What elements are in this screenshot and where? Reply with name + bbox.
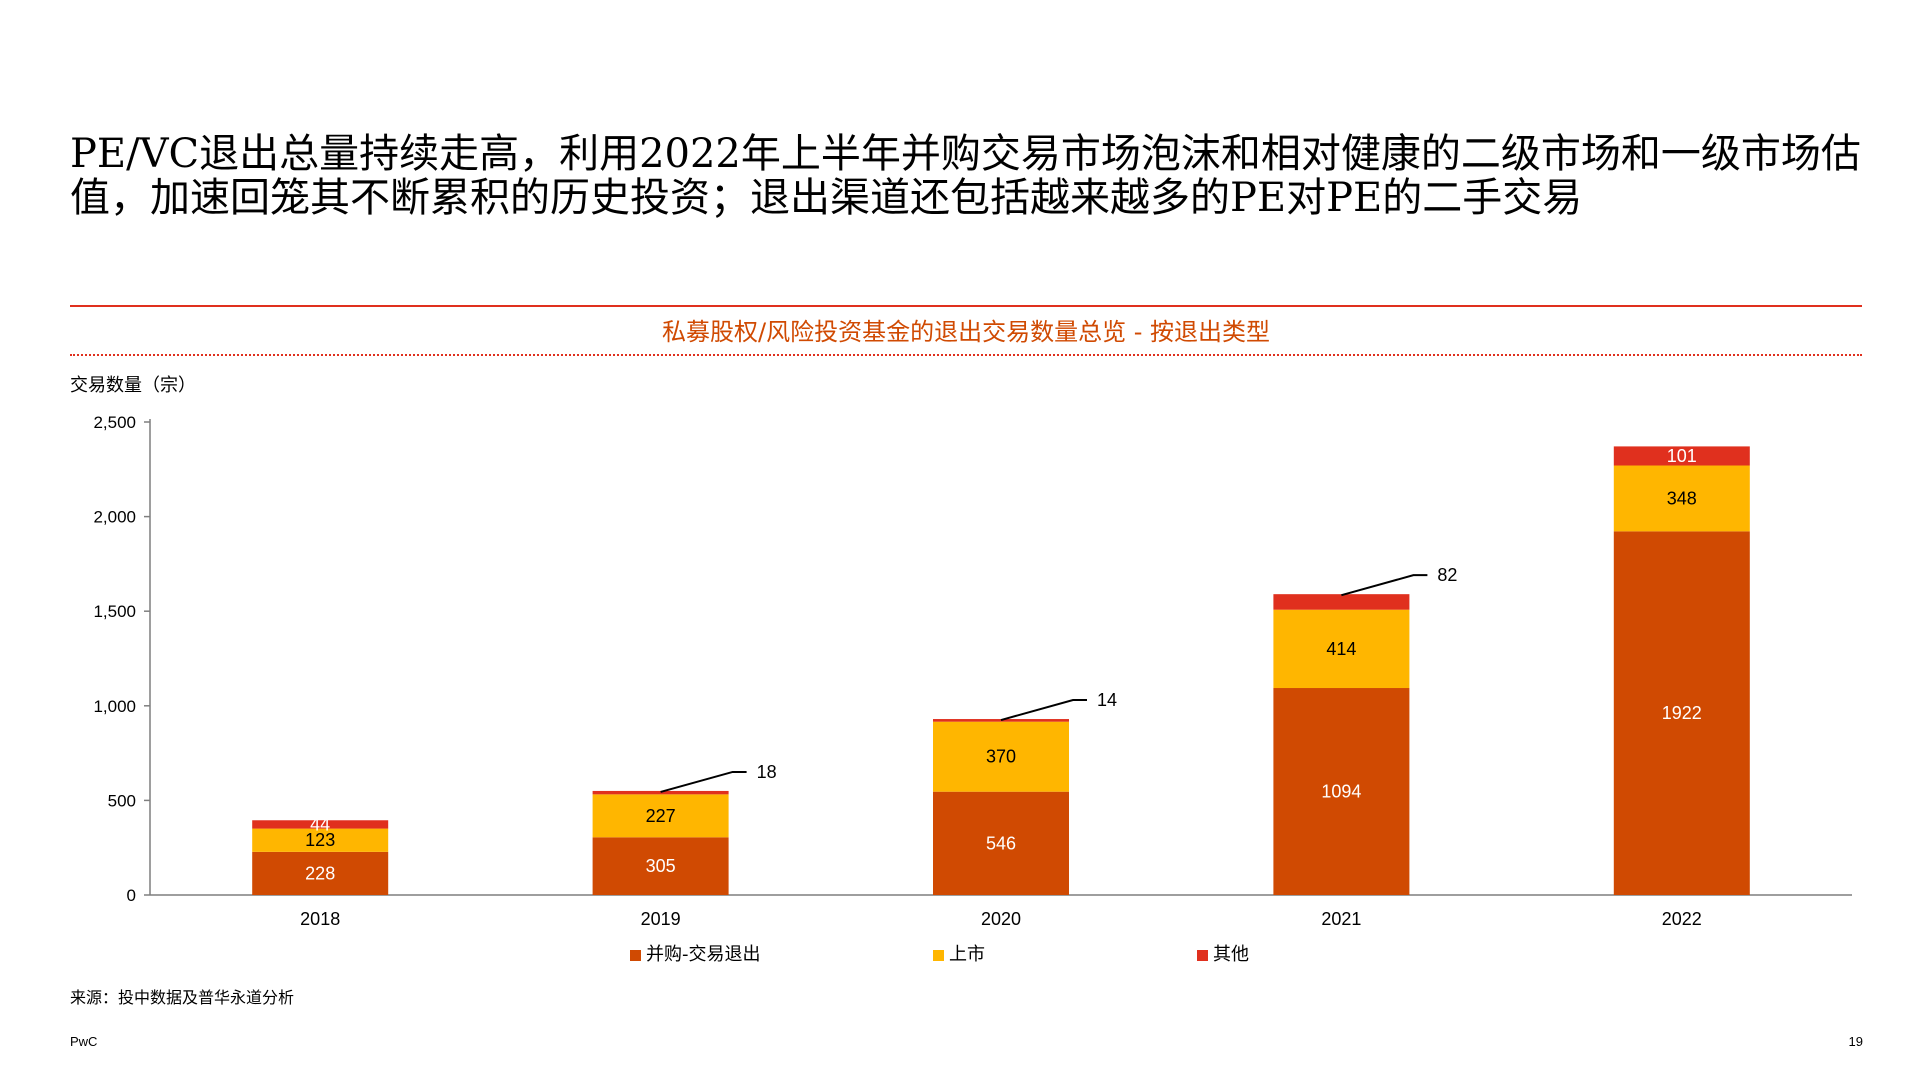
data-label: 414 (1326, 639, 1356, 659)
x-tick-label: 2018 (300, 909, 340, 929)
data-label: 101 (1667, 446, 1697, 466)
source-note: 来源：投中数据及普华永道分析 (70, 988, 295, 1007)
bar-segment (1273, 594, 1410, 610)
legend-label-other: 其他 (1213, 944, 1249, 965)
data-label: 82 (1437, 565, 1457, 585)
x-tick-label: 2021 (1321, 909, 1361, 929)
y-tick-label: 1,500 (93, 602, 136, 621)
bar-segment (933, 791, 1069, 895)
footer-brand: PwC (70, 1034, 98, 1049)
bar-segment (252, 828, 389, 852)
slide-headline: PE/VC退出总量持续走高，利用2022年上半年并购交易市场泡沫和相对健康的二级… (70, 131, 1861, 221)
data-label: 14 (1097, 690, 1117, 710)
data-label: 44 (310, 814, 330, 834)
bar-segment (1613, 465, 1750, 532)
bar-segment (1613, 446, 1750, 466)
x-tick-label: 2020 (981, 909, 1021, 929)
data-label: 305 (646, 856, 676, 876)
callout-leader (660, 770, 747, 793)
callout-leader (1000, 699, 1087, 722)
data-label: 123 (305, 830, 335, 850)
bar-segment (1273, 609, 1410, 689)
callout-leader (1341, 574, 1428, 597)
data-label: 546 (986, 833, 1016, 853)
y-tick-label: 2,500 (93, 413, 136, 432)
title-rule-top (70, 305, 1862, 307)
bar-segment (1613, 531, 1750, 895)
legend-label-ma: 并购-交易退出 (646, 944, 761, 965)
legend-label-ipo: 上市 (949, 944, 985, 965)
data-label: 227 (646, 806, 676, 826)
legend-item-ipo: 上市 (933, 940, 985, 970)
data-label: 1922 (1662, 703, 1702, 723)
data-label: 18 (757, 762, 777, 782)
y-axis-title: 交易数量（宗） (70, 375, 196, 396)
chart-title: 私募股权/风险投资基金的退出交易数量总览 - 按退出类型 (661, 318, 1270, 346)
bar-segment (933, 719, 1069, 722)
page-number: 19 (1848, 1034, 1863, 1049)
chart-legend: 并购-交易退出 上市 其他 (0, 940, 1920, 970)
bar-segment (933, 721, 1069, 792)
y-tick-label: 1,000 (93, 697, 136, 716)
bar-segment (252, 851, 389, 895)
bar-segment (592, 837, 729, 895)
data-label: 348 (1667, 488, 1697, 508)
data-label: 370 (986, 747, 1016, 767)
x-tick-label: 2019 (641, 909, 681, 929)
y-tick-label: 2,000 (93, 508, 136, 527)
bar-segment (252, 820, 389, 829)
bar-segment (592, 794, 729, 838)
y-tick-label: 500 (108, 791, 136, 810)
title-rule-bottom (70, 354, 1862, 356)
bar-segment (592, 790, 729, 795)
x-tick-label: 2022 (1662, 909, 1702, 929)
bars-layer (252, 446, 1750, 895)
data-label: 228 (305, 863, 335, 883)
legend-swatch-ipo (933, 949, 944, 961)
data-label: 1094 (1321, 782, 1361, 802)
legend-swatch-other (1197, 949, 1208, 961)
legend-item-ma: 并购-交易退出 (630, 940, 761, 970)
bar-segment (1273, 688, 1410, 895)
legend-item-other: 其他 (1197, 940, 1249, 970)
legend-swatch-ma (630, 949, 641, 961)
y-tick-label: 0 (127, 886, 136, 905)
